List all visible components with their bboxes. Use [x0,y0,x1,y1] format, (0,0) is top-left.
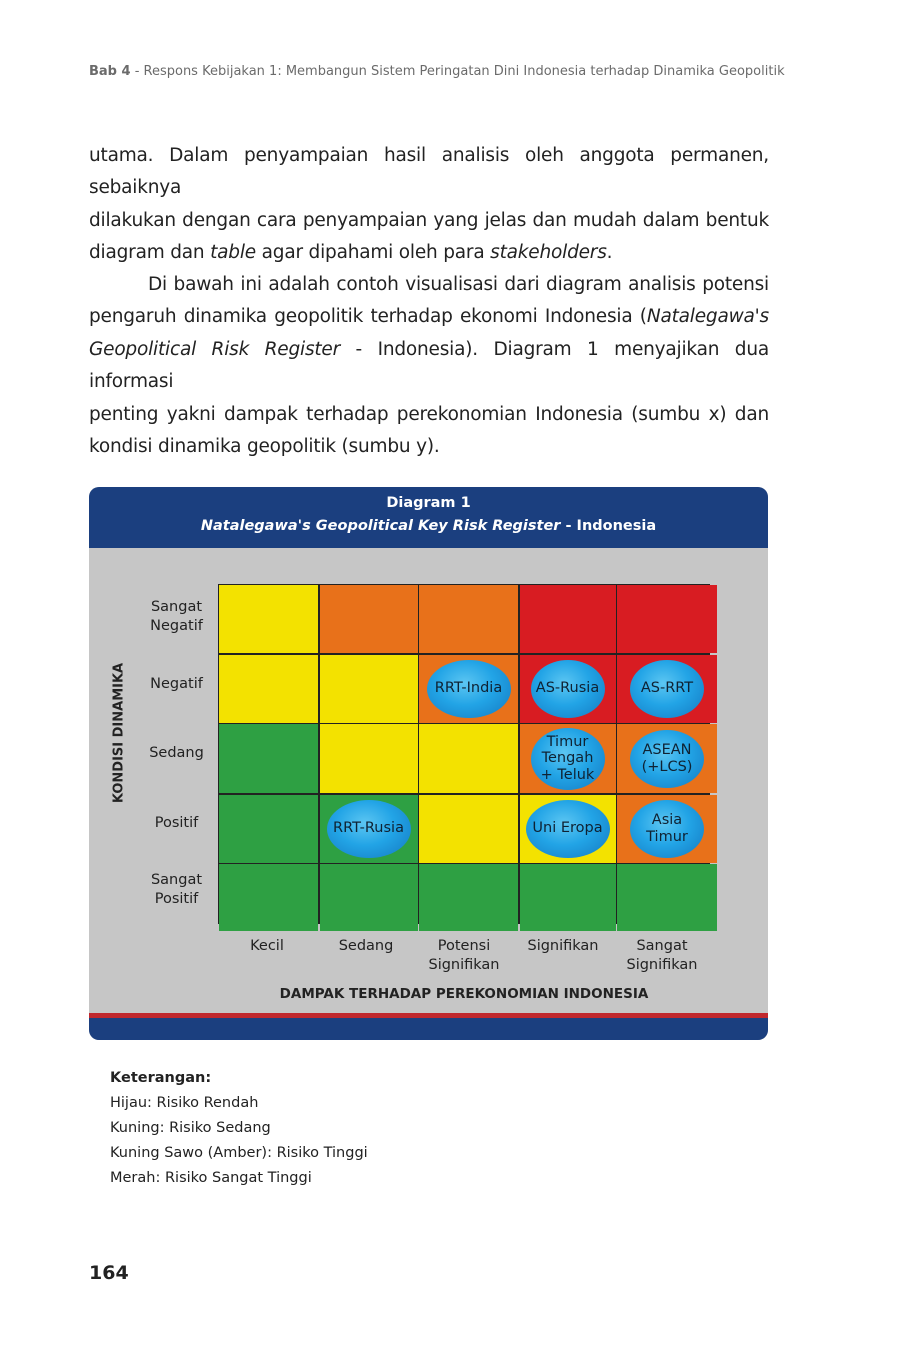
paragraph-2-line-2: pengaruh dinamika geopolitik terhadap ek… [89,301,769,333]
matrix-cell [419,585,518,653]
text-span: diagram dan [89,242,211,264]
bubble-asia-timur: Asia Timur [630,799,704,858]
y-label-sedang: Sedang [149,745,204,761]
risk-register-diagram: Diagram 1 Natalegawa's Geopolitical Key … [89,487,768,1040]
text-span-italic: stakeholders [490,242,607,264]
text-span: pengaruh dinamika geopolitik terhadap ek… [89,306,647,328]
paragraph-1: utama. Dalam penyampaian hasil analisis … [89,140,769,270]
bubble-as-rrt: AS-RRT [630,659,704,718]
matrix-cell: AS-Rusia [519,654,616,723]
legend-title: Keterangan: [110,1070,212,1086]
bubble-uni-eropa: Uni Eropa [525,799,610,858]
y-label-sangat-positif: Sangat Positif [150,872,203,907]
x-label-kecil: Kecil [250,938,284,954]
paragraph-2-line-4: penting yakni dampak terhadap perekonomi… [89,403,769,425]
matrix-cell: ASEAN (+LCS) [617,724,717,793]
text-span: . [606,242,613,264]
bubble-timur-tengah-teluk: Timur Tengah + Teluk [530,727,605,790]
footer-red-stripe [89,1013,768,1018]
matrix-cell [219,794,318,863]
matrix-cell [319,654,418,723]
text-span-italic: Natalegawa's Geopolitical Key Risk Regis… [200,518,561,534]
paragraph-2-line-5: kondisi dinamika geopolitik (sumbu y). [89,436,440,458]
text-span-italic: table [210,242,256,264]
matrix-cell [319,585,418,653]
x-label-sedang: Sedang [338,938,394,954]
chapter-label: Bab 4 [89,64,131,79]
legend-item-yellow: Kuning: Risiko Sedang [110,1120,271,1136]
y-label-negatif: Negatif [150,676,203,692]
text-span-italic: Natalegawa's [646,306,769,328]
y-label-positif: Positif [154,815,199,831]
matrix-cell [519,585,616,653]
text-span: - Indonesia). Diagram 1 menyajikan dua i… [89,338,769,393]
paragraph-2-line-3: Geopolitical Risk Register - Indonesia).… [89,334,769,399]
risk-matrix: RRT-India AS-Rusia AS-RRT Timur Tengah +… [218,584,717,931]
matrix-cell [419,864,518,931]
x-label-potensi-signifikan: Potensi Signifikan [428,938,500,973]
diagram-subtitle: Natalegawa's Geopolitical Key Risk Regis… [89,518,768,534]
matrix-cell: RRT-India [419,654,518,723]
matrix-cell: Uni Eropa [519,794,616,863]
text-span-italic: Geopolitical Risk Register [89,338,341,360]
text-span: - Indonesia [560,518,657,534]
matrix-cell [219,724,318,793]
y-axis-title: KONDISI DINAMIKA [111,662,127,804]
bubble-rrt-india: RRT-India [426,659,511,718]
legend: Keterangan: Hijau: Risiko Rendah Kuning:… [110,1066,368,1191]
page-number: 164 [89,1262,129,1284]
y-label-sangat-negatif: Sangat Negatif [150,599,203,634]
matrix-cell [617,585,717,653]
legend-item-green: Hijau: Risiko Rendah [110,1095,259,1111]
matrix-cell [219,864,318,931]
paragraph-2-line-1: Di bawah ini adalah contoh visualisasi d… [148,274,769,295]
text-span: agar dipahami oleh para [255,242,491,264]
matrix-cell: Timur Tengah + Teluk [519,724,616,793]
x-label-sangat-signifikan: Sangat Signifikan [626,938,698,973]
paragraph-1-line-3: diagram dan table agar dipahami oleh par… [89,237,769,269]
matrix-cell [319,864,418,931]
chapter-title: - Respons Kebijakan 1: Membangun Sistem … [130,64,785,79]
matrix-cell [219,654,318,723]
bubble-as-rusia: AS-Rusia [530,659,605,718]
footer-blue-band [89,1018,768,1040]
matrix-cell [519,864,616,931]
bubble-rrt-rusia: RRT-Rusia [326,799,411,858]
matrix-cell [419,794,518,863]
paragraph-1-line-2: dilakukan dengan cara penyampaian yang j… [89,209,769,231]
matrix-cell [219,585,318,653]
paragraph-1-line-1: utama. Dalam penyampaian hasil analisis … [89,145,769,199]
matrix-cell: Asia Timur [617,794,717,863]
x-label-signifikan: Signifikan [527,938,599,954]
running-header: Bab 4 - Respons Kebijakan 1: Membangun S… [89,64,789,80]
matrix-cell [319,724,418,793]
diagram-title: Diagram 1 [386,495,471,511]
matrix-cell: RRT-Rusia [319,794,418,863]
legend-item-amber: Kuning Sawo (Amber): Risiko Tinggi [110,1145,368,1161]
x-axis-title: DAMPAK TERHADAP PEREKONOMIAN INDONESIA [279,986,649,1002]
matrix-cell: AS-RRT [617,654,717,723]
bubble-asean-lcs: ASEAN (+LCS) [630,729,704,788]
matrix-cell [617,864,717,931]
legend-item-red: Merah: Risiko Sangat Tinggi [110,1170,312,1186]
paragraph-2: Di bawah ini adalah contoh visualisasi d… [89,269,769,463]
diagram-header: Diagram 1 Natalegawa's Geopolitical Key … [89,487,768,548]
matrix-cell [419,724,518,793]
